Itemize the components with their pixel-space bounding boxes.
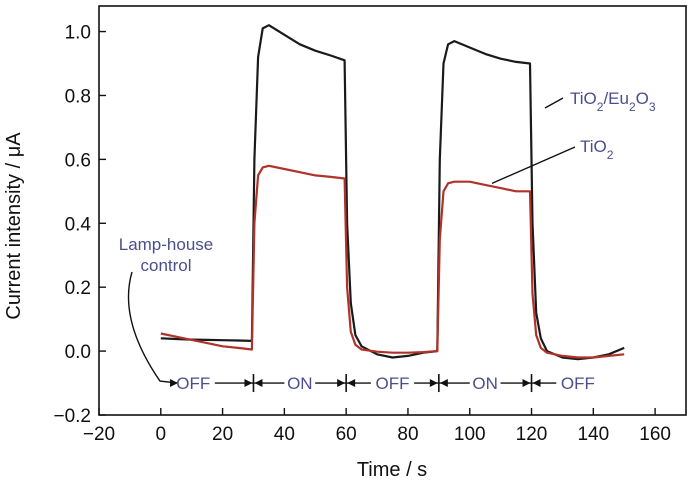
y-tick-label: −0.2 bbox=[53, 406, 91, 427]
x-tick-label: 140 bbox=[577, 424, 609, 445]
plot-frame bbox=[98, 5, 687, 416]
x-tick-label: 20 bbox=[212, 424, 233, 445]
phase-arrow bbox=[347, 379, 356, 388]
annotation-arrow bbox=[127, 271, 179, 384]
phase-arrow bbox=[254, 379, 263, 388]
y-tick-label: 0.6 bbox=[65, 150, 91, 171]
series-tio2-eu2o3-line bbox=[160, 24, 625, 361]
label-tio2-eu2o3: TiO2/Eu2O3 bbox=[570, 89, 656, 114]
phase-label-4: ON bbox=[472, 374, 498, 393]
y-tick-label: 1.0 bbox=[65, 23, 91, 44]
phase-arrow bbox=[522, 379, 531, 388]
phase-arrow bbox=[244, 379, 253, 388]
axes bbox=[98, 5, 687, 416]
x-tick-label: 0 bbox=[156, 424, 167, 445]
y-tick-label: 0.2 bbox=[65, 278, 91, 299]
phase-label-3: OFF bbox=[376, 374, 410, 393]
y-axis-title: Current intensity / μA bbox=[3, 132, 25, 320]
phase-group: OFF ON OFF ON OFF bbox=[127, 271, 595, 393]
label-tio2: TiO2 bbox=[580, 137, 614, 162]
phase-label-5: OFF bbox=[561, 374, 595, 393]
x-tick-label: 100 bbox=[454, 424, 486, 445]
x-tick-label: −20 bbox=[83, 424, 115, 445]
labels-group: TiO2/Eu2O3 TiO2 Lamp-house control bbox=[119, 89, 656, 275]
x-tick-label: 120 bbox=[516, 424, 548, 445]
phase-label-2: ON bbox=[287, 374, 313, 393]
series-group bbox=[160, 24, 625, 361]
arrow-head bbox=[170, 379, 178, 388]
x-tick-label: 60 bbox=[336, 424, 357, 445]
x-tick-label: 160 bbox=[639, 424, 671, 445]
phase-arrow bbox=[337, 379, 346, 388]
phase-label-1: OFF bbox=[176, 374, 210, 393]
x-tick-label: 40 bbox=[274, 424, 295, 445]
series-tio2-line bbox=[160, 164, 625, 359]
phase-arrow bbox=[532, 379, 541, 388]
y-tick-label: 0.4 bbox=[65, 214, 92, 235]
ticks: −20 0 20 40 60 80 100 120 140 160 −0.2 0.0 0.2 0.4 0.6… bbox=[53, 23, 670, 445]
lamp-house-annotation: Lamp-house control bbox=[119, 235, 214, 275]
phase-arrow bbox=[439, 379, 448, 388]
y-tick-label: 0.8 bbox=[65, 86, 91, 107]
leader-tio2-eu2o3 bbox=[544, 97, 564, 109]
y-tick-label: 0.0 bbox=[65, 342, 91, 363]
x-axis-title: Time / s bbox=[357, 459, 427, 481]
phase-arrow bbox=[429, 379, 438, 388]
x-tick-label: 80 bbox=[397, 424, 418, 445]
leader-tio2 bbox=[491, 146, 576, 184]
